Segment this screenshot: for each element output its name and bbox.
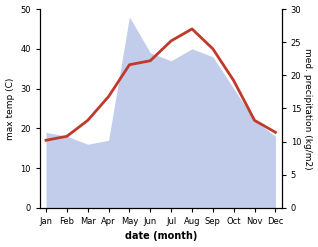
X-axis label: date (month): date (month): [125, 231, 197, 242]
Y-axis label: med. precipitation (kg/m2): med. precipitation (kg/m2): [303, 48, 313, 169]
Y-axis label: max temp (C): max temp (C): [5, 77, 15, 140]
